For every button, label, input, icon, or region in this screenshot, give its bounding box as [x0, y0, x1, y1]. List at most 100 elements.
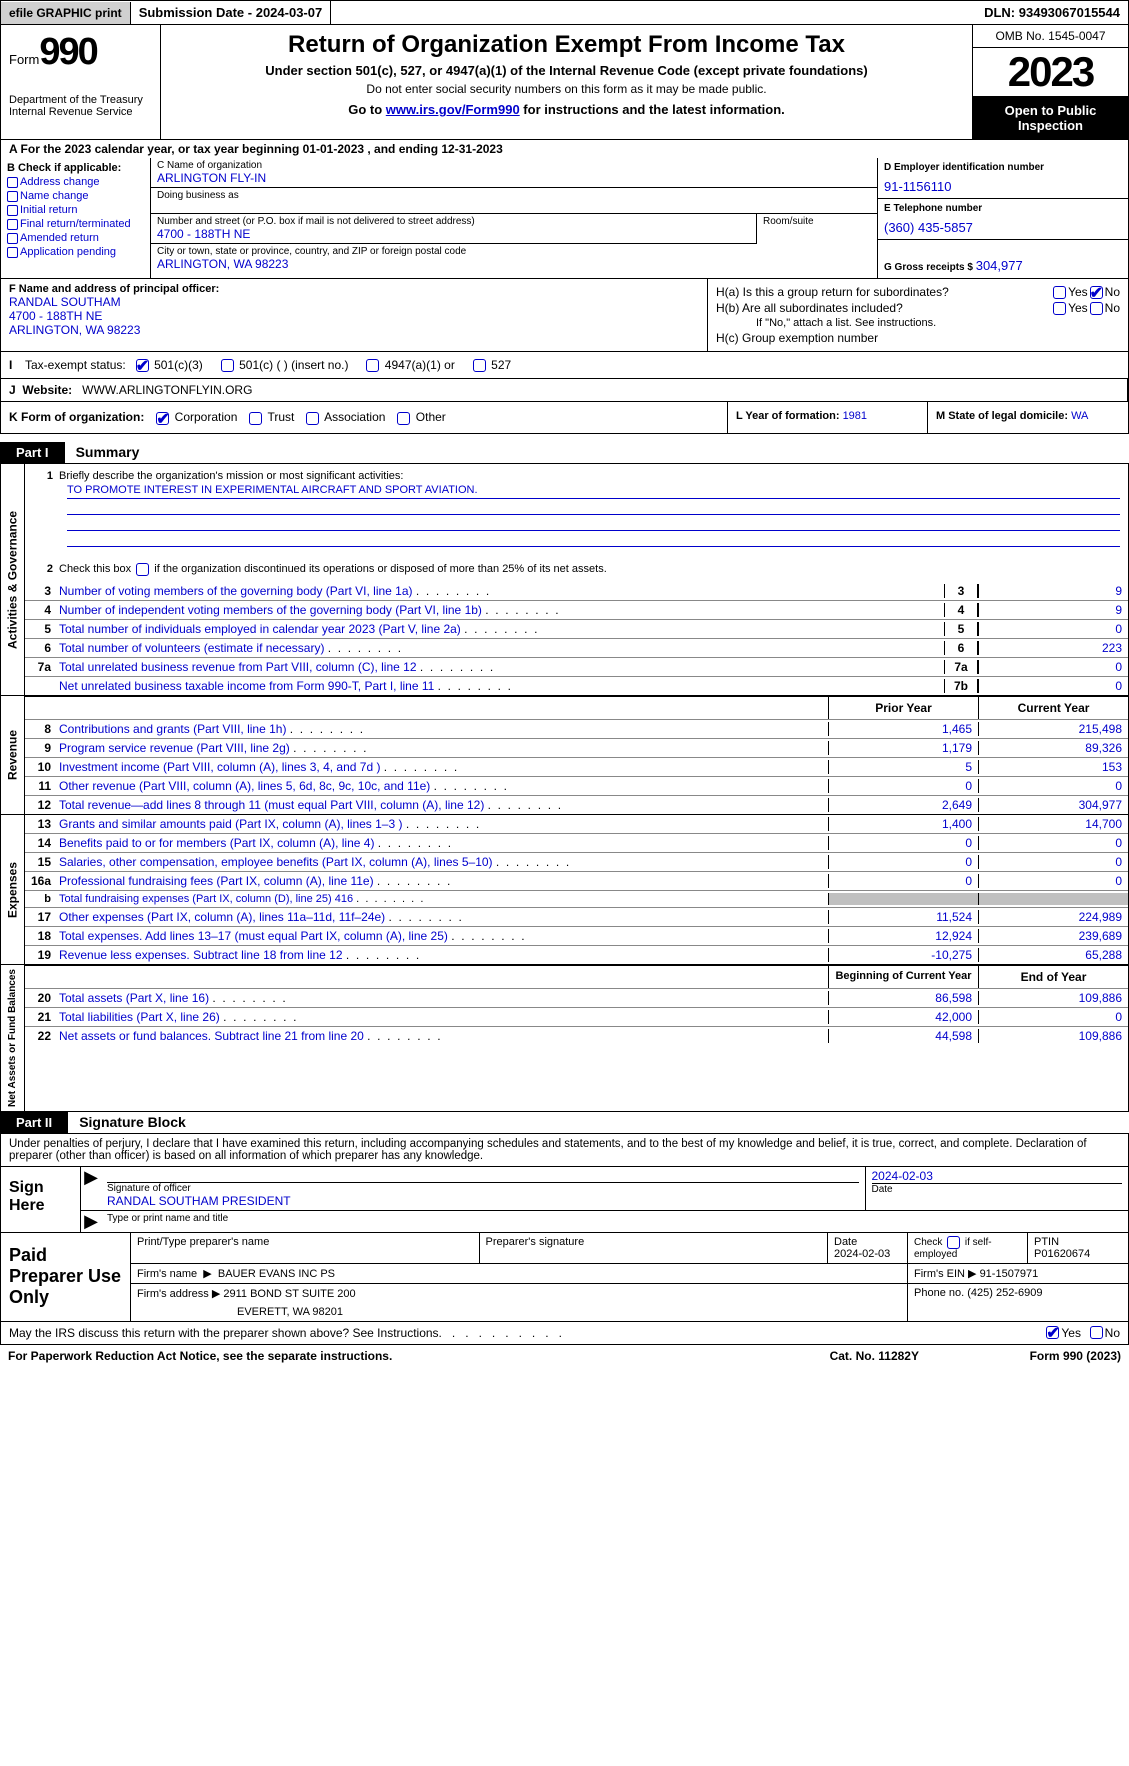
hc-label: H(c) Group exemption number [716, 331, 1120, 345]
col-c-org-info: C Name of organization ARLINGTON FLY-IN … [151, 158, 878, 278]
form-title: Return of Organization Exempt From Incom… [169, 31, 964, 59]
rev-col-header: Prior Year Current Year [25, 696, 1128, 719]
part2-declaration: Under penalties of perjury, I declare th… [0, 1133, 1129, 1166]
sum-line-18: 18 Total expenses. Add lines 13–17 (must… [25, 926, 1128, 945]
row-j-website: J Website: WWW.ARLINGTONFLYIN.ORG [0, 379, 1129, 402]
sum-line-22: 22 Net assets or fund balances. Subtract… [25, 1026, 1128, 1045]
dln: DLN: 93493067015544 [976, 1, 1128, 24]
part1-gov-block: Activities & Governance 1Briefly describ… [0, 463, 1129, 696]
sum-line-b: b Total fundraising expenses (Part IX, c… [25, 890, 1128, 907]
website-value: WWW.ARLINGTONFLYIN.ORG [82, 383, 252, 397]
chk-other[interactable] [397, 412, 410, 425]
sum-line-3: 3 Number of voting members of the govern… [25, 582, 1128, 600]
chk-name-change[interactable]: Name change [7, 190, 144, 202]
vlabel-net-assets: Net Assets or Fund Balances [1, 965, 25, 1111]
chk-initial-return[interactable]: Initial return [7, 204, 144, 216]
chk-app-pending[interactable]: Application pending [7, 246, 144, 258]
chk-amended[interactable]: Amended return [7, 232, 144, 244]
chk-final-return[interactable]: Final return/terminated [7, 218, 144, 230]
chk-527[interactable] [473, 359, 486, 372]
part1-badge: Part I [0, 442, 65, 463]
sum-line-4: 4 Number of independent voting members o… [25, 600, 1128, 619]
cat-no: Cat. No. 11282Y [830, 1349, 1030, 1363]
part1-header-row: Part I Summary [0, 442, 1129, 463]
header-title-block: Return of Organization Exempt From Incom… [161, 25, 973, 139]
subtitle-1: Under section 501(c), 527, or 4947(a)(1)… [169, 63, 964, 78]
chk-501c[interactable] [221, 359, 234, 372]
phone-cell: E Telephone number (360) 435-5857 [878, 199, 1128, 240]
chk-4947[interactable] [366, 359, 379, 372]
net-col-header: Beginning of Current Year End of Year [25, 965, 1128, 988]
sum-line-7a: 7a Total unrelated business revenue from… [25, 657, 1128, 676]
part1-net-block: Net Assets or Fund Balances Beginning of… [0, 965, 1129, 1112]
principal-officer: F Name and address of principal officer:… [1, 279, 708, 351]
street-cell: Number and street (or P.O. box if mail i… [151, 214, 757, 244]
section-fh: F Name and address of principal officer:… [0, 279, 1129, 352]
arrow-icon: ▶ [81, 1211, 101, 1232]
row-a-tax-year: A For the 2023 calendar year, or tax yea… [0, 140, 1129, 158]
chk-discontinued[interactable] [136, 563, 149, 576]
chk-address-change[interactable]: Address change [7, 176, 144, 188]
ha-label: H(a) Is this a group return for subordin… [716, 285, 1051, 299]
gross-receipts-cell: G Gross receipts $ 304,977 [878, 240, 1128, 278]
col-b-checkboxes: B Check if applicable: Address change Na… [1, 158, 151, 278]
sign-here-block: Sign Here ▶ Signature of officer RANDAL … [0, 1166, 1129, 1233]
paperwork-notice: For Paperwork Reduction Act Notice, see … [8, 1349, 830, 1363]
sum-line-5: 5 Total number of individuals employed i… [25, 619, 1128, 638]
state-domicile: M State of legal domicile: WA [928, 402, 1128, 432]
org-name-cell: C Name of organization ARLINGTON FLY-IN [151, 158, 877, 188]
section-bcd: B Check if applicable: Address change Na… [0, 158, 1129, 279]
chk-corp[interactable] [156, 412, 169, 425]
dba-cell: Doing business as [151, 188, 877, 214]
city-cell: City or town, state or province, country… [151, 244, 877, 273]
line-1-mission: 1Briefly describe the organization's mis… [25, 464, 1128, 553]
chk-501c3[interactable] [136, 359, 149, 372]
col-deg: D Employer identification number 91-1156… [878, 158, 1128, 278]
sum-line-10: 10 Investment income (Part VIII, column … [25, 757, 1128, 776]
part2-header-row: Part II Signature Block [0, 1112, 1129, 1133]
form-page: Form 990 (2023) [1030, 1349, 1121, 1363]
chk-trust[interactable] [249, 412, 262, 425]
hb-label: H(b) Are all subordinates included? [716, 301, 1051, 315]
line-2-checkbox: 2Check this box if the organization disc… [25, 553, 1128, 582]
header-right: OMB No. 1545-0047 2023 Open to Public In… [973, 25, 1128, 139]
tax-year: 2023 [973, 48, 1128, 96]
sum-line-13: 13 Grants and similar amounts paid (Part… [25, 815, 1128, 833]
row-i-tax-exempt: I Tax-exempt status: 501(c)(3) 501(c) ( … [0, 352, 1129, 379]
header-left: Form990 Department of the Treasury Inter… [1, 25, 161, 139]
hb-no[interactable] [1090, 302, 1103, 315]
sign-here-label: Sign Here [1, 1167, 81, 1232]
sum-line-20: 20 Total assets (Part X, line 16) 86,598… [25, 988, 1128, 1007]
efile-print-button[interactable]: efile GRAPHIC print [1, 2, 131, 24]
sum-line-8: 8 Contributions and grants (Part VIII, l… [25, 719, 1128, 738]
part1-exp-block: Expenses 13 Grants and similar amounts p… [0, 815, 1129, 965]
sum-line-11: 11 Other revenue (Part VIII, column (A),… [25, 776, 1128, 795]
dept-text: Department of the Treasury Internal Reve… [9, 94, 152, 118]
year-formation: L Year of formation: 1981 [728, 402, 928, 432]
sum-line-15: 15 Salaries, other compensation, employe… [25, 852, 1128, 871]
discuss-yes[interactable] [1046, 1326, 1059, 1339]
form-header: Form990 Department of the Treasury Inter… [0, 25, 1129, 140]
sum-line-6: 6 Total number of volunteers (estimate i… [25, 638, 1128, 657]
chk-self-employed[interactable] [947, 1236, 960, 1249]
vlabel-revenue: Revenue [1, 696, 25, 814]
vlabel-expenses: Expenses [1, 815, 25, 964]
ha-yes[interactable] [1053, 286, 1066, 299]
open-inspection: Open to Public Inspection [973, 96, 1128, 139]
form-number: Form990 [9, 31, 152, 74]
omb-number: OMB No. 1545-0047 [973, 25, 1128, 48]
discuss-no[interactable] [1090, 1326, 1103, 1339]
topbar: efile GRAPHIC print Submission Date - 20… [0, 0, 1129, 25]
part1-rev-block: Revenue Prior Year Current Year 8 Contri… [0, 696, 1129, 815]
sum-line-9: 9 Program service revenue (Part VIII, li… [25, 738, 1128, 757]
irs-link[interactable]: www.irs.gov/Form990 [386, 102, 520, 117]
sum-line-19: 19 Revenue less expenses. Subtract line … [25, 945, 1128, 964]
chk-assoc[interactable] [306, 412, 319, 425]
arrow-icon: ▶ [81, 1167, 101, 1210]
col-b-title: B Check if applicable: [7, 162, 144, 174]
hb-yes[interactable] [1053, 302, 1066, 315]
hb-note: If "No," attach a list. See instructions… [716, 317, 1120, 329]
ha-no[interactable] [1090, 286, 1103, 299]
paid-preparer-block: Paid Preparer Use Only Print/Type prepar… [0, 1233, 1129, 1322]
group-return: H(a) Is this a group return for subordin… [708, 279, 1128, 351]
